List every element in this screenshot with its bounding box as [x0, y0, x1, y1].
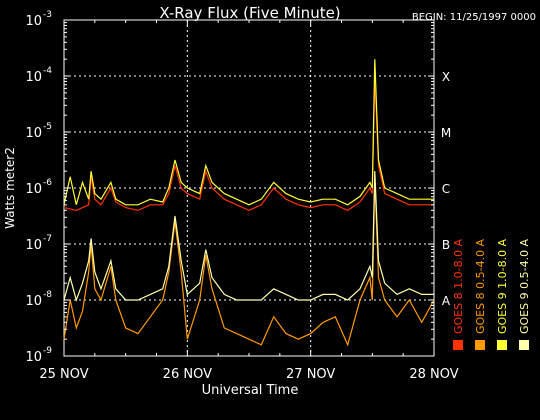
- y-tick-label: 10: [25, 350, 42, 365]
- legend-swatch: [497, 340, 507, 350]
- x-axis-ticks: 25 NOV 26 NOV 27 NOV 28 NOV: [39, 20, 459, 382]
- x-axis-label: Universal Time: [202, 383, 299, 398]
- y-tick-exponent: -3: [43, 10, 52, 20]
- y-tick-label: 10: [25, 14, 42, 29]
- y-tick-exponent: -6: [43, 178, 52, 188]
- legend: GOES 8 1.0-8.0 A GOES 8 0.5-4.0 A GOES 9 1…: [452, 238, 531, 350]
- y-tick-label: 10: [25, 70, 42, 85]
- legend-label: GOES 9 0.5-4.0 A: [518, 238, 531, 334]
- y-tick-exponent: -4: [43, 66, 52, 76]
- x-tick-label: 27 NOV: [286, 367, 335, 382]
- grid: [64, 20, 434, 356]
- x-tick-label: 26 NOV: [163, 367, 212, 382]
- legend-swatch: [475, 340, 485, 350]
- flare-class-label: B: [442, 238, 450, 252]
- flare-class-label: A: [442, 294, 451, 308]
- y-tick-label: 10: [25, 238, 42, 253]
- series-line: [63, 75, 434, 212]
- y-tick-exponent: -7: [43, 234, 52, 244]
- legend-label: GOES 9 1.0-8.0 A: [496, 238, 509, 334]
- y-tick-label: 10: [25, 126, 42, 141]
- x-tick-label: 25 NOV: [39, 367, 88, 382]
- x-tick-label: 28 NOV: [409, 367, 458, 382]
- flare-class-labels: A B C M X: [441, 70, 451, 308]
- legend-swatch: [519, 340, 529, 350]
- y-axis-label: Watts meter2: [3, 147, 17, 229]
- chart-title: X-Ray Flux (Five Minute): [159, 4, 340, 22]
- y-tick-label: 10: [25, 182, 42, 197]
- series-line: [63, 171, 434, 302]
- y-tick-exponent: -9: [43, 346, 52, 356]
- legend-label: GOES 8 1.0-8.0 A: [452, 238, 465, 334]
- series-line: [63, 176, 435, 347]
- legend-label: GOES 8 0.5-4.0 A: [474, 238, 487, 334]
- flare-class-label: M: [441, 126, 451, 140]
- y-tick-exponent: -5: [43, 122, 52, 132]
- series-group: [63, 59, 435, 347]
- y-tick-label: 10: [25, 294, 42, 309]
- flare-class-label: C: [442, 182, 450, 196]
- flare-class-label: X: [442, 70, 450, 84]
- series-line: [63, 59, 434, 206]
- begin-date-label: BEGIN: 11/25/1997 0000: [412, 12, 536, 23]
- y-tick-exponent: -8: [43, 290, 52, 300]
- legend-swatch: [453, 340, 463, 350]
